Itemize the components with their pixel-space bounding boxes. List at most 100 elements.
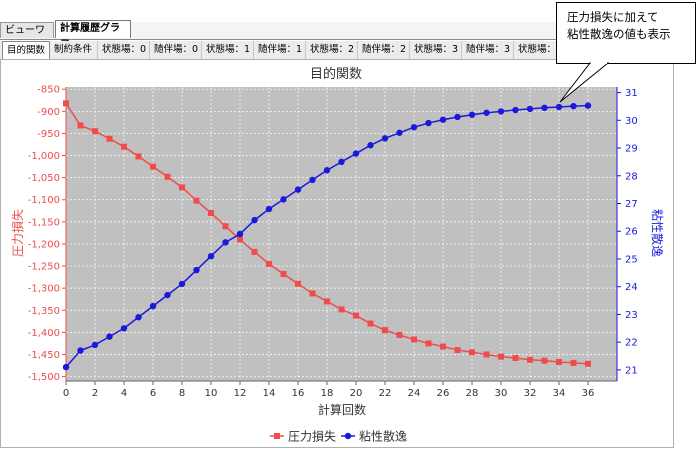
data-point-viscous-dissipation [483, 109, 490, 116]
x-tick-label: 4 [121, 388, 127, 399]
y-right-tick-label: 29 [625, 144, 638, 155]
data-point-viscous-dissipation [178, 280, 186, 288]
x-tick-label: 16 [292, 388, 305, 399]
x-tick-label: 8 [179, 388, 185, 399]
subtab-label: 目的関数 [7, 45, 46, 56]
y-axis-left-label: 圧力損失 [10, 209, 25, 257]
subtab-constraints[interactable]: 制約条件 [50, 41, 98, 59]
subtab-label: 状態場：2 [310, 44, 355, 55]
data-point-pressure-loss [222, 223, 229, 230]
data-point-pressure-loss [164, 173, 171, 180]
data-point-pressure-loss [454, 347, 461, 354]
data-point-pressure-loss [440, 343, 446, 350]
data-point-viscous-dissipation [236, 230, 244, 238]
y-left-tick-label: -850 [37, 85, 60, 96]
data-point-viscous-dissipation [338, 158, 345, 166]
data-point-pressure-loss [367, 320, 374, 327]
x-tick-label: 26 [437, 388, 450, 399]
data-point-pressure-loss [179, 184, 185, 191]
plot-area [66, 87, 617, 381]
data-point-viscous-dissipation [294, 186, 302, 193]
legend: 圧力損失 粘性散逸 [270, 429, 407, 444]
chart-title: 目的関数 [310, 66, 362, 82]
subtab-state-0[interactable]: 状態場：0 [98, 41, 150, 59]
data-point-pressure-loss [382, 327, 388, 334]
subtab-label: 状態場：0 [102, 44, 147, 55]
data-point-viscous-dissipation [381, 135, 389, 142]
data-point-viscous-dissipation [309, 176, 316, 184]
chart-panel [0, 59, 674, 448]
subtab-adjoint-2[interactable]: 随伴場：2 [358, 41, 410, 59]
data-point-viscous-dissipation [251, 216, 258, 224]
x-tick-label: 20 [350, 388, 363, 399]
subtab-label: 状態場：4 [518, 44, 563, 55]
data-point-pressure-loss [106, 135, 113, 142]
data-point-pressure-loss [512, 355, 519, 362]
subtab-label: 随伴場：0 [154, 44, 199, 55]
data-point-pressure-loss [469, 349, 475, 356]
data-point-viscous-dissipation [367, 142, 374, 149]
y-right-tick-label: 30 [625, 116, 638, 127]
x-tick-label: 28 [466, 388, 479, 399]
data-point-viscous-dissipation [222, 239, 229, 246]
subtab-state-3[interactable]: 状態場：3 [410, 41, 462, 59]
x-tick-label: 22 [379, 388, 392, 399]
y-right-tick-label: 27 [625, 199, 638, 210]
legend-label-pressure-loss: 圧力損失 [288, 429, 336, 444]
tick-labels: 0 2 4 6 8 10 12 14 16 18 20 22 24 26 28 30 32 34 36-850-90… [28, 85, 638, 399]
data-point-pressure-loss [208, 210, 214, 216]
y-left-tick-label: -950 [37, 129, 60, 140]
y-left-tick-label: -1,500 [28, 372, 60, 383]
data-point-pressure-loss [135, 153, 142, 160]
x-tick-label: 30 [495, 388, 508, 399]
x-tick-label: 24 [408, 388, 421, 399]
x-tick-label: 14 [263, 388, 276, 399]
data-point-pressure-loss [150, 163, 156, 170]
subtab-objective[interactable]: 目的関数 [2, 41, 50, 59]
subtab-label: 状態場：1 [206, 44, 251, 55]
annotation-callout: 圧力損失に加えて 粘性散逸の値も表示 [556, 2, 696, 64]
data-point-viscous-dissipation [149, 302, 157, 310]
data-point-pressure-loss [411, 336, 417, 343]
subtab-state-1[interactable]: 状態場：1 [202, 41, 254, 59]
data-point-viscous-dissipation [280, 196, 287, 203]
data-point-pressure-loss [541, 357, 548, 364]
data-point-pressure-loss [527, 356, 533, 363]
subtab-adjoint-1[interactable]: 随伴場：1 [254, 41, 306, 59]
subtab-adjoint-0[interactable]: 随伴場：0 [150, 41, 202, 59]
x-tick-label: 32 [524, 388, 537, 399]
data-point-viscous-dissipation [584, 102, 592, 109]
data-point-pressure-loss [425, 340, 432, 347]
data-point-viscous-dissipation [526, 105, 534, 113]
data-point-viscous-dissipation [106, 333, 113, 340]
y-axis-right-label: 粘性散逸 [650, 209, 665, 257]
legend-marker-viscous-dissipation [344, 432, 352, 440]
subtab-adjoint-3[interactable]: 随伴場：3 [462, 41, 514, 59]
x-tick-label: 2 [92, 388, 98, 399]
data-point-viscous-dissipation [439, 116, 447, 123]
data-point-pressure-loss [353, 312, 359, 319]
data-point-pressure-loss [498, 353, 504, 360]
data-point-viscous-dissipation [91, 341, 99, 349]
data-point-pressure-loss [77, 122, 84, 129]
callout-line-1: 圧力損失に加えて [567, 10, 659, 24]
subtab-state-2[interactable]: 状態場：2 [306, 41, 358, 59]
y-left-tick-label: -900 [37, 107, 60, 118]
y-left-tick-label: -1,050 [28, 173, 60, 184]
data-point-pressure-loss [338, 306, 345, 313]
data-point-pressure-loss [585, 360, 591, 367]
data-point-viscous-dissipation [454, 113, 461, 121]
y-left-tick-label: -1,400 [28, 328, 60, 339]
data-point-viscous-dissipation [512, 106, 519, 114]
x-tick-label: 6 [150, 388, 156, 399]
data-point-viscous-dissipation [323, 167, 331, 174]
subtab-label: 随伴場：3 [466, 44, 511, 55]
y-right-tick-label: 23 [625, 310, 638, 321]
x-tick-label: 12 [234, 388, 247, 399]
subtab-label: 随伴場：2 [362, 44, 407, 55]
data-point-pressure-loss [280, 271, 287, 278]
x-tick-label: 0 [63, 388, 69, 399]
y-right-tick-label: 31 [625, 88, 638, 99]
data-point-viscous-dissipation [193, 266, 200, 274]
